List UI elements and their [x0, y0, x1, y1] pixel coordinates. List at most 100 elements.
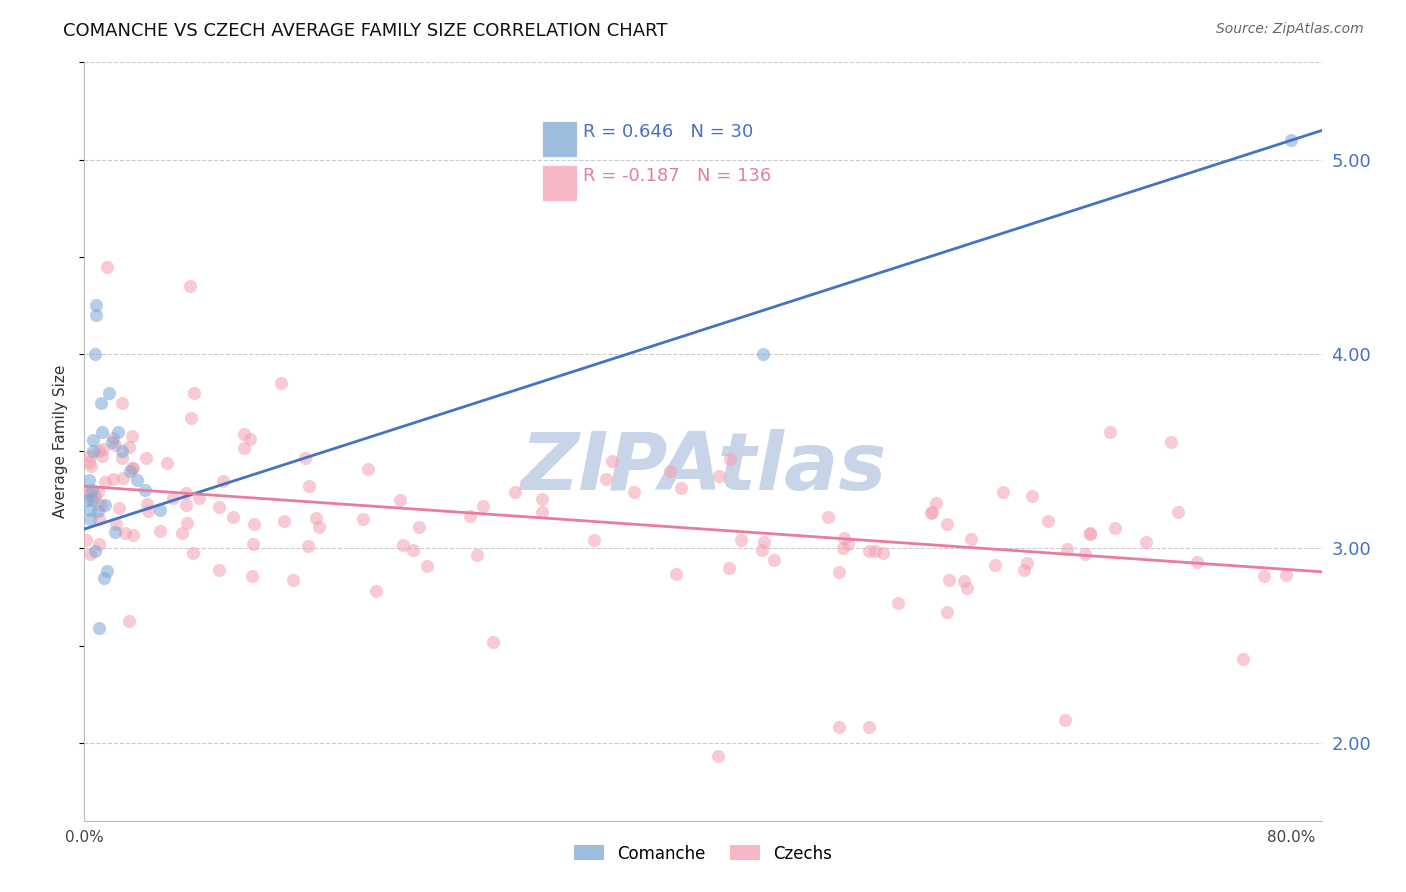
Point — [665, 567, 688, 582]
Point — [752, 347, 775, 361]
Point — [80, 483, 103, 497]
Point — [211, 475, 233, 489]
Point — [80, 492, 103, 507]
Point — [156, 457, 179, 471]
Point — [1017, 556, 1039, 570]
Legend: Comanche, Czechs: Comanche, Czechs — [567, 838, 839, 869]
Point — [101, 432, 124, 446]
Point — [232, 441, 254, 455]
Point — [920, 506, 942, 520]
Point — [1135, 535, 1157, 549]
Point — [162, 491, 184, 505]
Point — [90, 498, 112, 512]
Point — [1275, 567, 1298, 582]
Point — [118, 440, 141, 454]
Point — [831, 541, 853, 555]
Point — [863, 543, 886, 558]
Point — [96, 260, 118, 274]
Point — [357, 462, 380, 476]
Point — [94, 475, 117, 489]
Point — [984, 558, 1007, 573]
Point — [1036, 514, 1059, 528]
Point — [1167, 505, 1189, 519]
Point — [89, 621, 111, 635]
Point — [408, 520, 430, 534]
Point — [107, 500, 129, 515]
Point — [1054, 713, 1077, 727]
Point — [416, 559, 439, 574]
Point — [121, 461, 143, 475]
Point — [595, 472, 617, 486]
Point — [270, 376, 292, 391]
Point — [91, 425, 114, 439]
Point — [112, 470, 135, 484]
Point — [240, 568, 263, 582]
Point — [953, 574, 976, 588]
Point — [97, 386, 120, 401]
Point — [127, 474, 149, 488]
Point — [298, 479, 321, 493]
Point — [79, 449, 101, 463]
Point — [1253, 569, 1275, 583]
Point — [179, 279, 201, 293]
Point — [111, 395, 134, 409]
Point — [956, 582, 979, 596]
Point — [402, 542, 425, 557]
Point — [87, 504, 110, 518]
Point — [77, 474, 100, 488]
Point — [1185, 555, 1208, 569]
Point — [364, 584, 387, 599]
Point — [76, 492, 98, 507]
Point — [1080, 526, 1102, 541]
Point — [149, 524, 172, 538]
Point — [90, 395, 112, 409]
Point — [208, 500, 231, 514]
Point — [76, 484, 98, 499]
Point — [832, 531, 855, 545]
Point — [623, 484, 645, 499]
Point — [935, 605, 957, 619]
Point — [294, 451, 316, 466]
Point — [79, 547, 101, 561]
Point — [149, 502, 172, 516]
Point — [718, 561, 741, 575]
Point — [991, 484, 1014, 499]
Point — [82, 433, 104, 447]
Point — [938, 574, 960, 588]
Point — [530, 492, 553, 507]
Point — [103, 524, 125, 539]
Point — [281, 573, 304, 587]
Point — [87, 485, 110, 500]
Point — [91, 449, 114, 463]
Point — [135, 451, 157, 466]
Point — [707, 749, 730, 764]
Point — [104, 438, 127, 452]
Point — [389, 493, 412, 508]
Point — [84, 544, 107, 558]
Point — [828, 720, 851, 734]
Point — [114, 525, 136, 540]
Point — [89, 444, 111, 458]
Point — [242, 516, 264, 531]
Y-axis label: Average Family Size: Average Family Size — [53, 365, 69, 518]
Point — [94, 498, 117, 512]
Point — [659, 465, 682, 479]
Bar — [543, 165, 576, 202]
Point — [817, 510, 839, 524]
Point — [671, 481, 693, 495]
Text: R = 0.646   N = 30: R = 0.646 N = 30 — [583, 123, 754, 141]
Point — [751, 543, 773, 558]
Point — [77, 486, 100, 500]
Point — [87, 511, 110, 525]
Point — [96, 564, 118, 578]
Point — [134, 483, 156, 497]
Point — [730, 533, 752, 547]
Point — [87, 536, 110, 550]
Point — [273, 514, 295, 528]
Point — [208, 563, 231, 577]
Point — [84, 489, 107, 503]
Point — [121, 429, 143, 443]
Point — [707, 468, 730, 483]
Point — [503, 485, 526, 500]
Point — [308, 520, 330, 534]
